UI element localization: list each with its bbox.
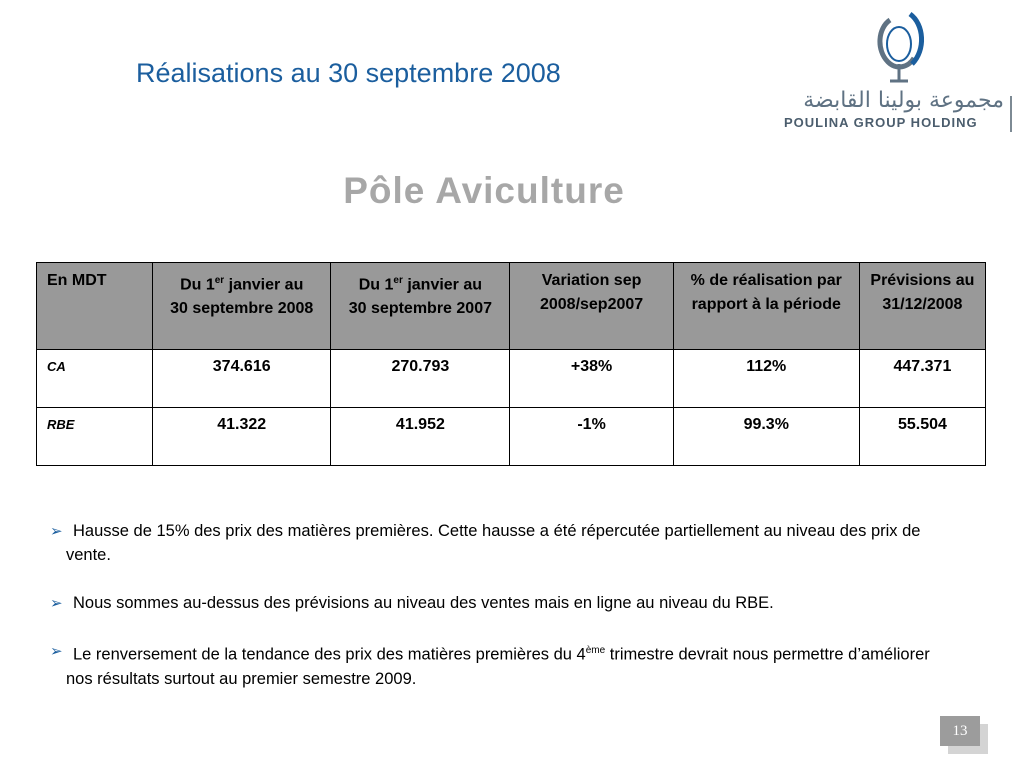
header-unit: En MDT [35, 262, 154, 350]
bullet-text: Nous sommes au-dessus des prévisions au … [73, 594, 774, 612]
header-period-2007-b: janvier au [402, 276, 483, 294]
company-logo: مجموعة بولينا القابضة Poulina Group Hold… [780, 10, 1016, 135]
cell-value: 447.371 [858, 349, 987, 408]
logo-latin-text: Poulina Group Holding [784, 115, 978, 130]
bullet-text-a: Le renversement de la tendance des prix … [73, 645, 586, 664]
logo-divider [1010, 96, 1012, 132]
cell-value: 270.793 [330, 349, 511, 408]
arrow-bullet-icon: ➢ [50, 522, 63, 540]
header-period-2007-c: 30 septembre 2007 [348, 300, 492, 318]
table-row: CA 374.616 270.793 +38% 112% 447.371 [35, 349, 987, 408]
bullet-text-sup: ème [585, 645, 606, 656]
egg-emblem-icon [877, 11, 924, 83]
page-number: 13 [940, 716, 980, 746]
row-label: RBE [35, 407, 154, 466]
slide-subtitle: Pôle Aviculture [343, 170, 625, 211]
list-item: ➢ Nous sommes au-dessus des prévisions a… [50, 591, 960, 615]
cell-value: 41.952 [330, 407, 511, 466]
bullet-list: ➢ Hausse de 15% des prix des matières pr… [50, 519, 960, 715]
table-row: RBE 41.322 41.952 -1% 99.3% 55.504 [35, 407, 987, 466]
arrow-bullet-icon: ➢ [50, 594, 63, 612]
header-period-2008-c: 30 septembre 2008 [170, 300, 314, 318]
row-label: CA [35, 349, 154, 408]
header-period-2007: Du 1er janvier au 30 septembre 2007 [330, 262, 511, 350]
list-item: ➢ Le renversement de la tendance des pri… [50, 639, 960, 691]
header-period-2008-a: Du 1 [180, 276, 215, 294]
header-period-2008: Du 1er janvier au 30 septembre 2008 [152, 262, 332, 350]
cell-value: 55.504 [858, 407, 987, 466]
header-period-2008-b: janvier au [224, 276, 304, 294]
logo-arabic-text: مجموعة بولينا القابضة [803, 88, 1004, 113]
header-period-2007-sup: er [393, 275, 403, 286]
logo-latin-name: Poulina Group Holding [784, 115, 978, 130]
list-item: ➢ Hausse de 15% des prix des matières pr… [50, 519, 960, 567]
cell-value: 41.322 [152, 407, 332, 466]
header-variation: Variation sep 2008/sep2007 [509, 262, 674, 350]
bullet-text: Hausse de 15% des prix des matières prem… [66, 522, 921, 564]
table-header-row: En MDT Du 1er janvier au 30 septembre 20… [35, 262, 987, 350]
header-period-2008-sup: er [214, 275, 225, 286]
bullet-text: Le renversement de la tendance des prix … [66, 639, 960, 691]
header-period-2007-a: Du 1 [358, 276, 394, 294]
cell-value: +38% [509, 349, 674, 408]
cell-value: 99.3% [672, 407, 860, 466]
header-previsions: Prévisions au 31/12/2008 [858, 262, 987, 350]
cell-value: 112% [672, 349, 860, 408]
bullet-text-b: trimestre devrait nous permettre d’améli… [66, 645, 930, 688]
slide-title: Réalisations au 30 septembre 2008 [136, 58, 561, 88]
header-realisation: % de réalisation par rapport à la périod… [672, 262, 860, 350]
cell-value: 374.616 [152, 349, 332, 408]
arrow-bullet-icon: ➢ [50, 642, 63, 660]
cell-value: -1% [509, 407, 674, 466]
results-table: En MDT Du 1er janvier au 30 septembre 20… [35, 262, 987, 466]
